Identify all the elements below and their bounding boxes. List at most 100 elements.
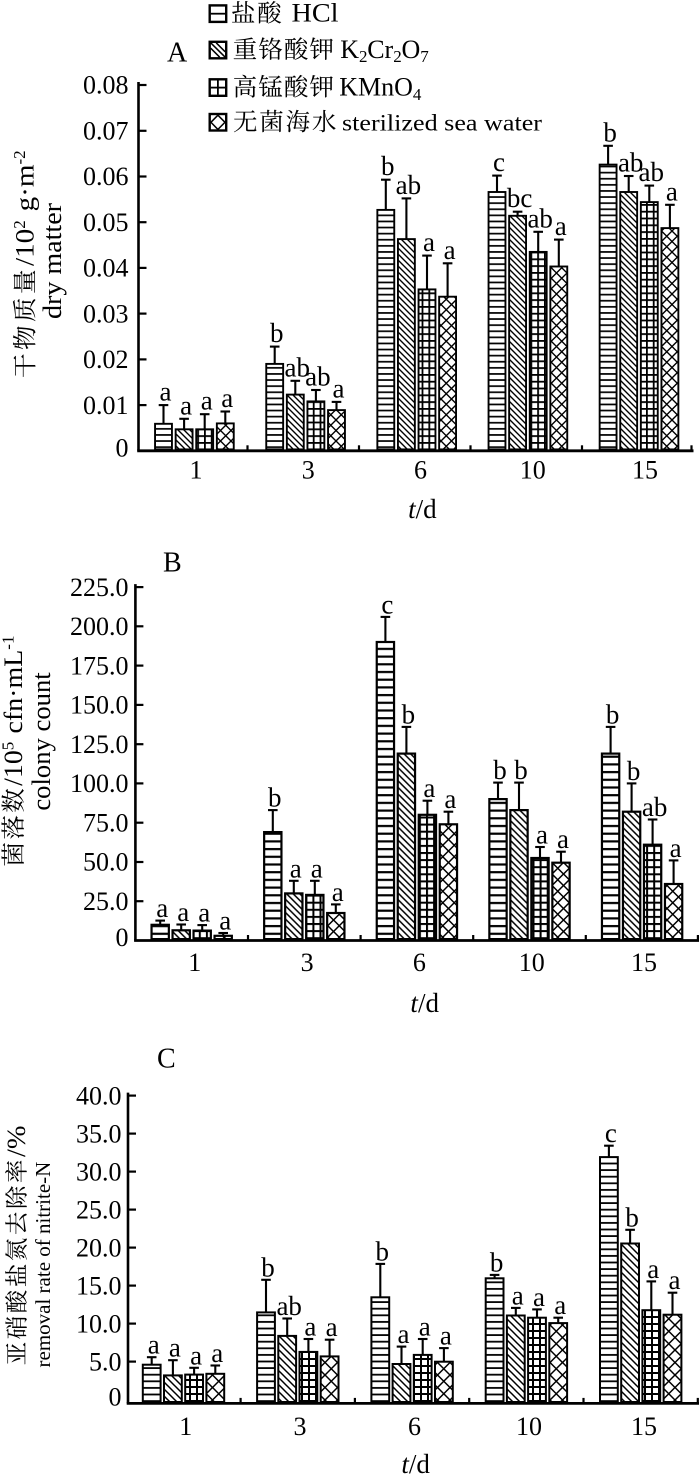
svg-text:t/d: t/d <box>401 1449 430 1475</box>
svg-text:0: 0 <box>116 923 129 952</box>
svg-text:225.0: 225.0 <box>70 573 129 602</box>
svg-text:0.03: 0.03 <box>83 299 129 328</box>
svg-text:a: a <box>211 1338 223 1368</box>
svg-text:a: a <box>555 211 567 241</box>
svg-text:100.0: 100.0 <box>70 769 129 798</box>
svg-text:25.0: 25.0 <box>83 887 129 916</box>
svg-text:1: 1 <box>190 456 203 485</box>
svg-text:0: 0 <box>116 434 129 463</box>
svg-text:1: 1 <box>188 948 201 977</box>
svg-text:0.04: 0.04 <box>83 254 129 283</box>
svg-text:HCl: HCl <box>292 0 339 28</box>
svg-text:a: a <box>332 877 344 907</box>
svg-text:2: 2 <box>359 47 368 66</box>
svg-text:10: 10 <box>519 948 545 977</box>
svg-text:0.07: 0.07 <box>83 117 129 146</box>
svg-text:dry matter: dry matter <box>38 203 67 319</box>
svg-text:15.0: 15.0 <box>76 1271 122 1300</box>
svg-text:cfn·mL: cfn·mL <box>0 650 28 734</box>
svg-text:a: a <box>554 1290 566 1320</box>
svg-text:a: a <box>160 377 172 407</box>
svg-text:0.02: 0.02 <box>83 345 129 374</box>
svg-text:KMnO: KMnO <box>339 73 413 102</box>
svg-text:b: b <box>490 1247 504 1277</box>
svg-text:6: 6 <box>414 456 427 485</box>
svg-text:Cr: Cr <box>367 35 393 64</box>
svg-text:175.0: 175.0 <box>70 651 129 680</box>
svg-text:-2: -2 <box>10 150 29 164</box>
svg-text:c: c <box>605 1118 617 1148</box>
svg-text:t/d: t/d <box>410 988 439 1018</box>
svg-text:a: a <box>169 1333 181 1363</box>
svg-text:b: b <box>261 1252 275 1282</box>
svg-text:20.0: 20.0 <box>76 1233 122 1262</box>
svg-text:ab: ab <box>285 352 310 382</box>
svg-text:b: b <box>381 151 395 181</box>
svg-text:b: b <box>270 318 284 348</box>
svg-text:b: b <box>493 755 507 785</box>
svg-text:a: a <box>670 833 682 863</box>
svg-text:75.0: 75.0 <box>83 808 129 837</box>
svg-text:a: a <box>221 383 233 413</box>
svg-text:2: 2 <box>393 47 402 66</box>
svg-text:a: a <box>512 1280 524 1310</box>
svg-text:O: O <box>402 35 421 64</box>
svg-text:g·m: g·m <box>11 164 40 211</box>
svg-text:a: a <box>423 773 435 803</box>
svg-text:200.0: 200.0 <box>70 612 129 641</box>
svg-text:a: a <box>333 373 345 403</box>
svg-text:a: a <box>536 820 548 850</box>
svg-text:a: a <box>311 853 323 883</box>
svg-text:a: a <box>398 1319 410 1349</box>
svg-text:150.0: 150.0 <box>70 691 129 720</box>
svg-text:10: 10 <box>520 456 546 485</box>
svg-text:ab: ab <box>396 170 421 200</box>
svg-text:ab: ab <box>305 362 330 392</box>
svg-text:colony count: colony count <box>27 672 56 811</box>
svg-text:5.0: 5.0 <box>89 1347 122 1376</box>
svg-text:0.05: 0.05 <box>83 208 129 237</box>
svg-text:b: b <box>625 1202 639 1232</box>
svg-text:a: a <box>669 1265 681 1295</box>
svg-text:a: a <box>533 1282 545 1312</box>
svg-text:a: a <box>180 390 192 420</box>
svg-text:ab: ab <box>527 203 552 233</box>
svg-text:a: a <box>156 893 168 923</box>
svg-text:a: a <box>557 824 569 854</box>
svg-text:ab: ab <box>276 1291 301 1321</box>
svg-text:a: a <box>423 227 435 257</box>
svg-text:/%: /% <box>2 1126 31 1157</box>
svg-text:b: b <box>376 1236 390 1266</box>
svg-text:a: a <box>419 1312 431 1342</box>
svg-text:b: b <box>603 117 617 147</box>
svg-text:b: b <box>627 756 641 786</box>
svg-text:b: b <box>402 699 416 729</box>
svg-text:ab: ab <box>642 792 667 822</box>
svg-text:a: a <box>177 897 189 927</box>
svg-text:ab: ab <box>618 148 643 178</box>
svg-text:4: 4 <box>413 85 422 104</box>
svg-text:0: 0 <box>109 1382 122 1411</box>
svg-text:125.0: 125.0 <box>70 730 129 759</box>
svg-text:15: 15 <box>632 456 658 485</box>
svg-text:a: a <box>666 176 678 206</box>
svg-text:a: a <box>647 1254 659 1284</box>
svg-text:3: 3 <box>301 948 314 977</box>
svg-text:25.0: 25.0 <box>76 1195 122 1224</box>
svg-text:a: a <box>440 1321 452 1351</box>
svg-text:5: 5 <box>0 742 17 751</box>
svg-text:K: K <box>340 35 359 64</box>
svg-text:3: 3 <box>302 456 315 485</box>
svg-text:a: a <box>198 898 210 928</box>
svg-text:B: B <box>163 548 182 579</box>
svg-text:a: a <box>219 906 231 936</box>
svg-text:30.0: 30.0 <box>76 1157 122 1186</box>
svg-text:40.0: 40.0 <box>76 1081 122 1110</box>
svg-text:6: 6 <box>413 948 426 977</box>
svg-text:c: c <box>381 589 393 619</box>
svg-text:a: a <box>201 386 213 416</box>
svg-text:b: b <box>268 783 282 813</box>
svg-text:bc: bc <box>507 183 533 213</box>
svg-text:0.01: 0.01 <box>83 391 129 420</box>
svg-text:a: a <box>148 1330 160 1360</box>
